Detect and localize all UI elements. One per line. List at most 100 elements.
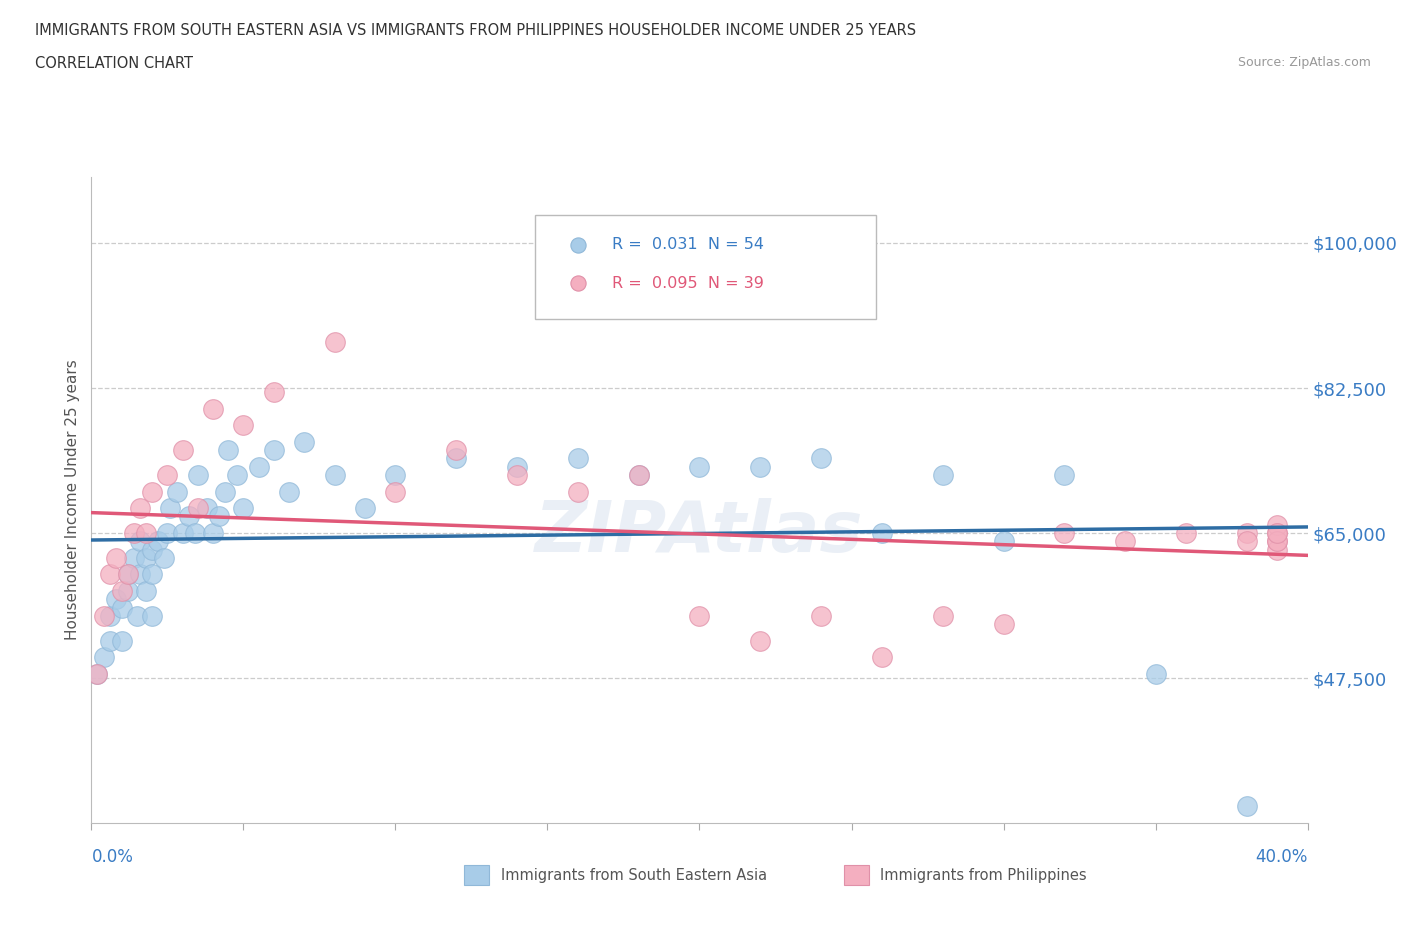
Point	[122, 551, 145, 565]
Point	[172, 443, 194, 458]
Point	[1265, 534, 1288, 549]
Point	[1265, 542, 1288, 557]
Point	[993, 617, 1015, 631]
Text: Immigrants from Philippines: Immigrants from Philippines	[880, 868, 1087, 883]
Point	[86, 667, 108, 682]
Point	[129, 534, 152, 549]
Point	[749, 633, 772, 648]
Point	[122, 525, 145, 540]
Point	[148, 534, 170, 549]
Text: IMMIGRANTS FROM SOUTH EASTERN ASIA VS IMMIGRANTS FROM PHILIPPINES HOUSEHOLDER IN: IMMIGRANTS FROM SOUTH EASTERN ASIA VS IM…	[35, 23, 917, 38]
Point	[117, 584, 139, 599]
Point	[208, 509, 231, 524]
Point	[263, 443, 285, 458]
Point	[1053, 468, 1076, 483]
Point	[323, 468, 346, 483]
Text: R =  0.095  N = 39: R = 0.095 N = 39	[612, 276, 763, 291]
Point	[111, 584, 134, 599]
Point	[1144, 667, 1167, 682]
Point	[232, 418, 254, 432]
FancyBboxPatch shape	[536, 216, 876, 319]
Point	[567, 451, 589, 466]
Point	[1265, 525, 1288, 540]
Point	[93, 608, 115, 623]
Point	[749, 459, 772, 474]
Point	[184, 525, 207, 540]
Point	[931, 468, 953, 483]
Text: 40.0%: 40.0%	[1256, 848, 1308, 866]
Point	[688, 608, 710, 623]
Bar	[464, 865, 489, 885]
Point	[226, 468, 249, 483]
Point	[214, 485, 236, 499]
Point	[1236, 525, 1258, 540]
Text: 0.0%: 0.0%	[91, 848, 134, 866]
Point	[217, 443, 239, 458]
Point	[117, 567, 139, 582]
Point	[444, 443, 467, 458]
Point	[111, 633, 134, 648]
Point	[159, 500, 181, 515]
Point	[135, 525, 157, 540]
Point	[506, 468, 529, 483]
Point	[129, 500, 152, 515]
Point	[810, 608, 832, 623]
Point	[141, 485, 163, 499]
Point	[1114, 534, 1136, 549]
Point	[153, 551, 176, 565]
Point	[232, 500, 254, 515]
Point	[1265, 534, 1288, 549]
Point	[117, 567, 139, 582]
Text: Source: ZipAtlas.com: Source: ZipAtlas.com	[1237, 56, 1371, 69]
Point	[125, 608, 148, 623]
Point	[354, 500, 377, 515]
Point	[810, 451, 832, 466]
Point	[135, 584, 157, 599]
Text: R =  0.031  N = 54: R = 0.031 N = 54	[612, 237, 763, 252]
Point	[141, 567, 163, 582]
Point	[135, 551, 157, 565]
Text: Immigrants from South Eastern Asia: Immigrants from South Eastern Asia	[501, 868, 766, 883]
Text: ZIPAtlas: ZIPAtlas	[536, 498, 863, 566]
Point	[506, 459, 529, 474]
Bar	[844, 865, 869, 885]
Point	[292, 434, 315, 449]
Point	[1265, 525, 1288, 540]
Point	[384, 485, 406, 499]
Point	[141, 608, 163, 623]
Point	[1236, 534, 1258, 549]
Point	[187, 500, 209, 515]
Point	[263, 385, 285, 400]
Point	[98, 567, 121, 582]
Point	[444, 451, 467, 466]
Point	[98, 608, 121, 623]
Point	[172, 525, 194, 540]
Point	[247, 459, 270, 474]
Point	[202, 525, 225, 540]
Point	[1174, 525, 1197, 540]
Point	[156, 525, 179, 540]
Text: CORRELATION CHART: CORRELATION CHART	[35, 56, 193, 71]
Point	[93, 650, 115, 665]
Point	[323, 335, 346, 350]
Point	[870, 525, 893, 540]
Point	[111, 600, 134, 615]
Point	[177, 509, 200, 524]
Y-axis label: Householder Income Under 25 years: Householder Income Under 25 years	[65, 360, 80, 640]
Point	[129, 567, 152, 582]
Point	[627, 468, 650, 483]
Point	[104, 551, 127, 565]
Point	[104, 591, 127, 606]
Point	[688, 459, 710, 474]
Point	[567, 485, 589, 499]
Point	[1265, 517, 1288, 532]
Point	[202, 401, 225, 416]
Point	[870, 650, 893, 665]
Point	[98, 633, 121, 648]
Point	[384, 468, 406, 483]
Point	[141, 542, 163, 557]
Point	[627, 468, 650, 483]
Point	[993, 534, 1015, 549]
Point	[187, 468, 209, 483]
Point	[166, 485, 188, 499]
